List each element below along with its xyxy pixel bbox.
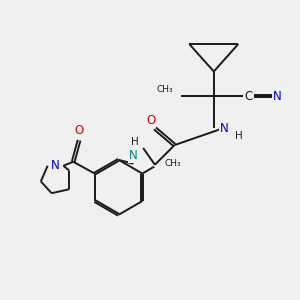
Text: H: H — [131, 137, 139, 147]
Text: N: N — [273, 89, 282, 103]
Text: C: C — [244, 89, 252, 103]
Text: N: N — [220, 122, 228, 135]
Text: O: O — [74, 124, 84, 137]
Text: CH₃: CH₃ — [157, 85, 174, 94]
Text: CH₃: CH₃ — [165, 159, 181, 168]
Text: O: O — [146, 114, 156, 127]
Text: H: H — [236, 131, 243, 141]
Text: N: N — [129, 149, 138, 162]
Text: N: N — [51, 159, 60, 172]
